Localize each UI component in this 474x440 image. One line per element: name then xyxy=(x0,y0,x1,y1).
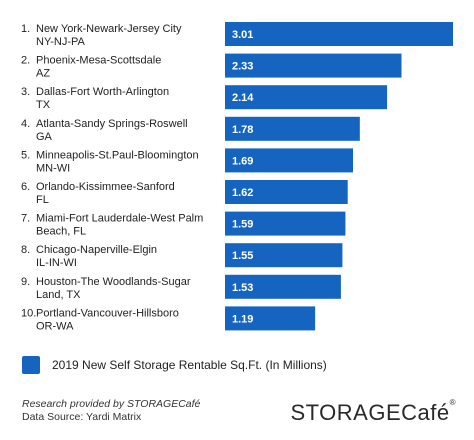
metro-name-label: New York-Newark-Jersey City xyxy=(36,23,182,35)
metro-subtitle-label: NY-NJ-PA xyxy=(36,36,86,48)
metro-subtitle-label: MN-WI xyxy=(36,162,70,174)
bar xyxy=(225,211,346,236)
bar-chart: 3.01 1. New York-Newark-Jersey CityNY-NJ-P… xyxy=(21,22,453,332)
metro-name-label: Dallas-Fort Worth-Arlington xyxy=(36,86,169,98)
metro-subtitle-label: FL xyxy=(36,194,49,206)
metro-subtitle-label: TX xyxy=(36,99,51,111)
bar xyxy=(225,274,341,299)
bar-value-label: 1.62 xyxy=(232,187,253,199)
legend-label: 2019 New Self Storage Rentable Sq.Ft. (I… xyxy=(52,358,327,372)
bar-value-label: 3.01 xyxy=(232,29,253,41)
bar-value-label: 1.53 xyxy=(232,282,253,294)
bar-value-label: 2.14 xyxy=(232,92,254,104)
rank-label: 3. xyxy=(21,86,30,98)
bar-value-label: 2.33 xyxy=(232,61,253,73)
metro-name-label: Portland-Vancouver-Hillsboro xyxy=(36,307,179,319)
bar xyxy=(225,243,343,268)
rank-label: 4. xyxy=(21,118,30,130)
metro-name-label: Houston-The Woodlands-Sugar xyxy=(36,276,191,288)
metro-subtitle-label: GA xyxy=(36,131,53,143)
rank-label: 2. xyxy=(21,55,30,67)
bar-value-label: 1.78 xyxy=(232,124,253,136)
rank-label: 5. xyxy=(21,149,30,161)
metro-subtitle-label: OR-WA xyxy=(36,320,74,332)
rank-label: 8. xyxy=(21,244,30,256)
bar-value-label: 1.69 xyxy=(232,155,253,167)
metro-name-label: Minneapolis-St.Paul-Bloomington xyxy=(36,149,199,161)
rank-label: 6. xyxy=(21,181,30,193)
brand-name: STORAGECafé xyxy=(290,400,450,425)
bar xyxy=(225,180,348,204)
brand-logo: STORAGECafé® xyxy=(290,398,456,426)
rank-label: 7. xyxy=(21,213,30,225)
legend-swatch xyxy=(22,356,40,374)
bar xyxy=(225,85,388,110)
bar-value-label: 1.55 xyxy=(232,250,253,262)
brand-trademark: ® xyxy=(449,398,456,407)
metro-subtitle-label: Beach, FL xyxy=(36,226,86,238)
bar xyxy=(225,53,402,78)
bar xyxy=(225,306,316,331)
metro-name-label: Atlanta-Sandy Springs-Roswell xyxy=(36,118,188,130)
metro-name-label: Orlando-Kissimmee-Sanford xyxy=(36,181,175,193)
metro-subtitle-label: IL-IN-WI xyxy=(36,257,77,269)
legend: 2019 New Self Storage Rentable Sq.Ft. (I… xyxy=(22,356,327,374)
metro-subtitle-label: AZ xyxy=(36,68,50,80)
rank-label: 9. xyxy=(21,276,30,288)
metro-name-label: Miami-Fort Lauderdale-West Palm xyxy=(36,213,203,225)
metro-name-label: Phoenix-Mesa-Scottsdale xyxy=(36,55,161,67)
metro-subtitle-label: Land, TX xyxy=(36,289,81,301)
research-credit: Research provided by STORAGECafé xyxy=(22,398,201,410)
metro-name-label: Chicago-Naperville-Elgin xyxy=(36,244,157,256)
bar xyxy=(225,116,360,141)
bar-value-label: 1.59 xyxy=(232,219,253,231)
bar-value-label: 1.19 xyxy=(232,313,253,325)
data-source: Data Source: Yardi Matrix xyxy=(22,411,142,423)
bar xyxy=(225,22,453,46)
rank-label: 1. xyxy=(21,23,30,35)
rank-label: 10. xyxy=(21,307,36,319)
bar xyxy=(225,148,354,173)
